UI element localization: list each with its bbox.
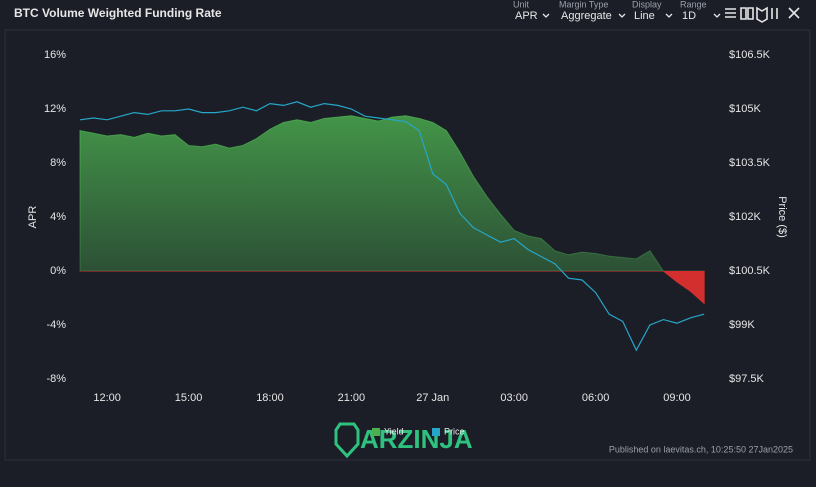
x-tick-label: 09:00 [663, 392, 691, 404]
price-line [79, 101, 705, 352]
footer: Published on laevitas.ch, 10:25:50 27Jan… [609, 444, 793, 454]
y-tick-label: 12% [44, 103, 66, 115]
control-value[interactable]: 1D [682, 10, 696, 22]
y-tick-label: 4% [50, 211, 66, 223]
legend-swatch [432, 428, 440, 436]
dropdown-chevron [618, 13, 626, 18]
toolbar-icons [725, 6, 800, 23]
control-label: Unit [513, 0, 530, 9]
control-value[interactable]: Aggregate [561, 10, 612, 22]
legend-swatch [372, 428, 380, 436]
y-axis-label: APR [27, 206, 39, 229]
close-icon[interactable] [788, 7, 800, 19]
control-value[interactable]: Line [634, 10, 655, 22]
x-tick-label: 27 Jan [416, 392, 449, 404]
y2-tick-label: $105K [729, 103, 761, 115]
y2-tick-label: $99K [729, 319, 755, 331]
y-tick-label: -4% [46, 319, 66, 331]
dropdown-chevron [665, 13, 673, 18]
x-tick-label: 03:00 [500, 392, 528, 404]
y2-axis-label: Price ($) [776, 196, 788, 238]
legend-label[interactable]: Price [444, 426, 465, 436]
control-label: Margin Type [559, 0, 608, 9]
y2-tick-label: $100.5K [729, 265, 771, 277]
y-tick-label: -8% [46, 373, 66, 385]
x-tick-label: 12:00 [93, 392, 121, 404]
y-tick-label: 0% [50, 265, 66, 277]
x-tick-label: 21:00 [338, 392, 366, 404]
yield-area [79, 115, 705, 305]
control-label: Display [632, 0, 662, 9]
divider-icon[interactable] [771, 8, 778, 19]
table-icon[interactable] [740, 7, 754, 20]
y2-tick-label: $102K [729, 211, 761, 223]
y2-tick-label: $97.5K [729, 373, 765, 385]
control-label: Range [680, 0, 707, 9]
x-tick-label: 15:00 [175, 392, 203, 404]
y2-tick-label: $106.5K [729, 49, 771, 61]
x-tick-label: 18:00 [256, 392, 284, 404]
dropdown-chevron [542, 13, 550, 18]
x-tick-label: 06:00 [582, 392, 610, 404]
book-icon[interactable] [756, 6, 768, 23]
y2-tick-label: $103.5K [729, 157, 771, 169]
y-tick-label: 8% [50, 157, 66, 169]
menu-icon[interactable] [725, 8, 736, 18]
control-value[interactable]: APR [515, 10, 538, 22]
dropdown-chevron [713, 13, 721, 18]
chart-title: BTC Volume Weighted Funding Rate [14, 6, 222, 20]
legend-label[interactable]: Yield [384, 426, 404, 436]
y-tick-label: 16% [44, 49, 66, 61]
